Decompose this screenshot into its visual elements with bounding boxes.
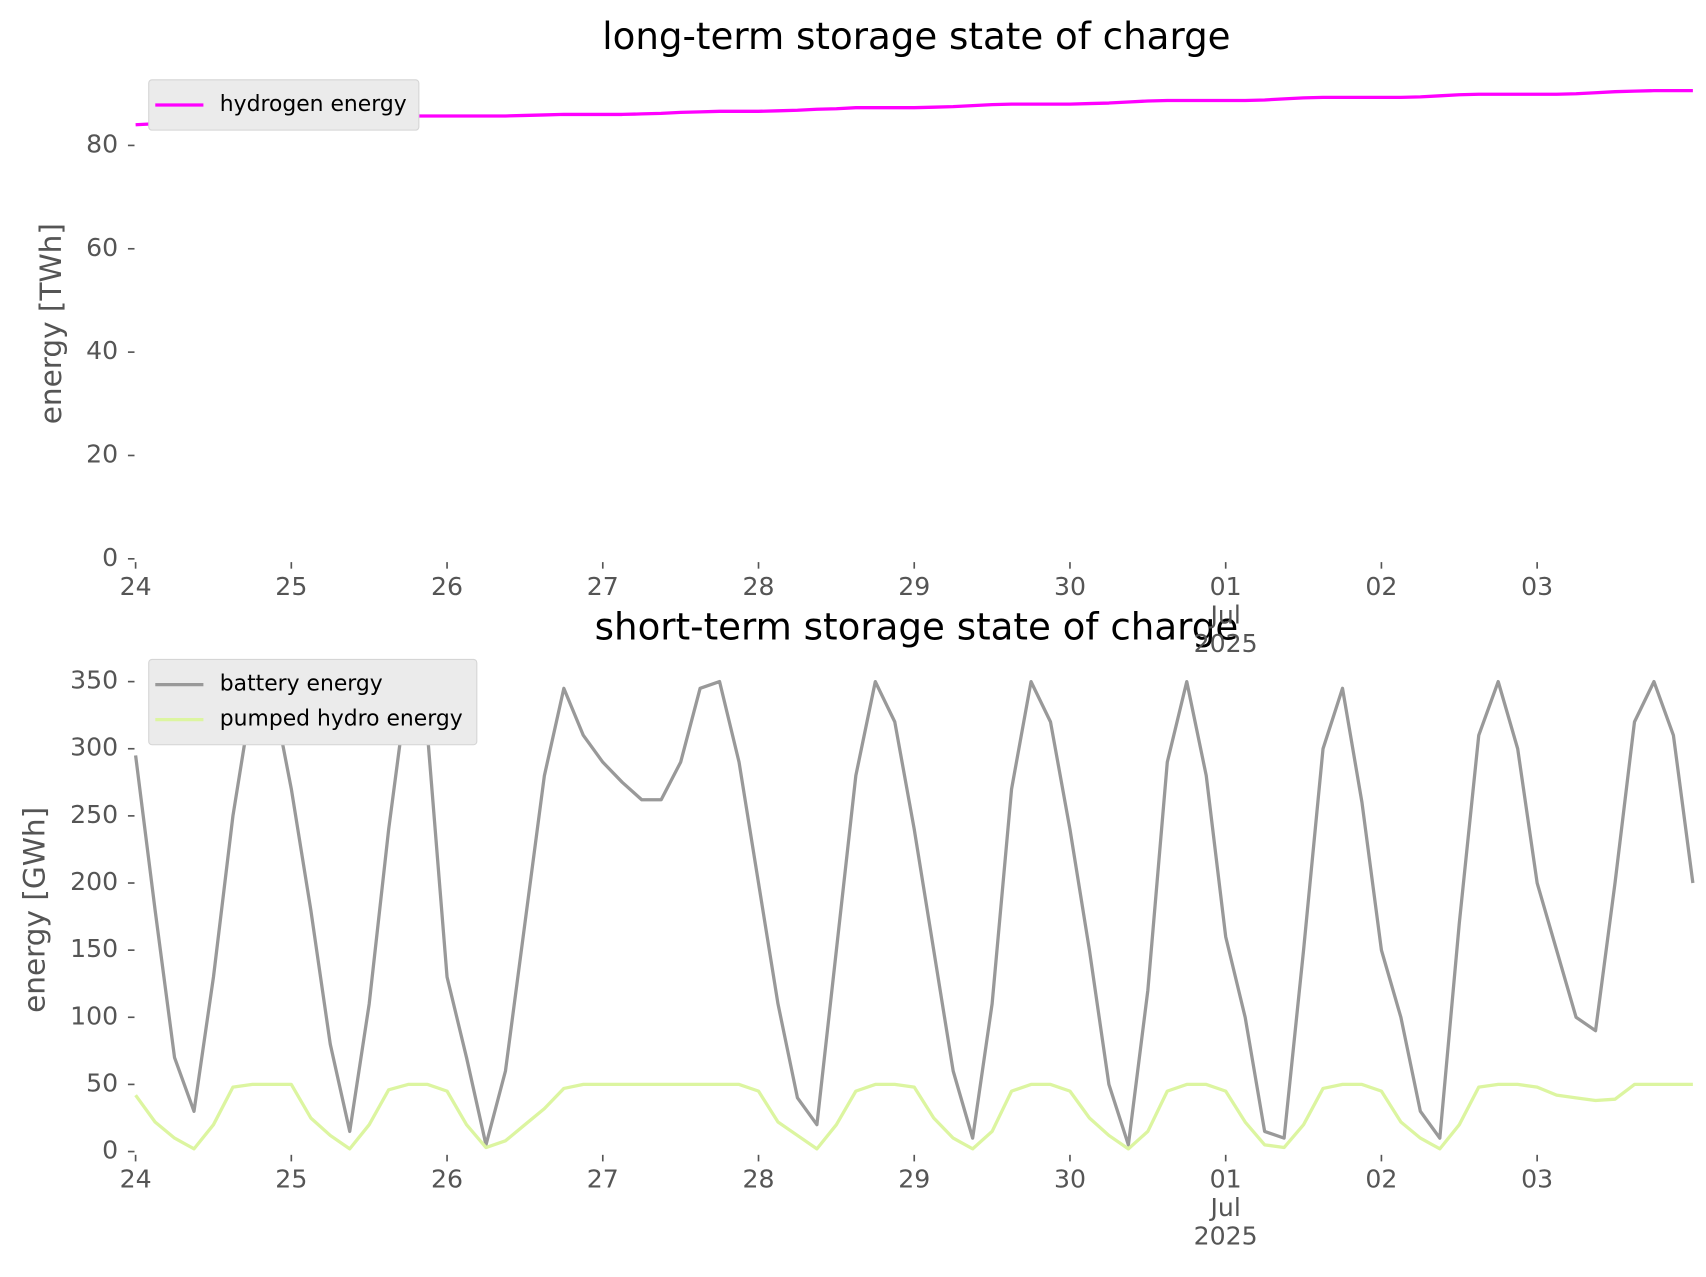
legend-label: hydrogen energy	[220, 92, 407, 117]
y-tick-label: 20	[86, 439, 118, 468]
y-tick-label: 150	[70, 934, 118, 963]
legend-label: battery energy	[220, 672, 383, 697]
y-axis-label: energy [TWh]	[34, 223, 68, 424]
y-tick-label: 300	[70, 733, 118, 762]
y-tick-label: 200	[70, 867, 118, 896]
x-tick-label: 30	[1053, 573, 1086, 602]
x-tick-label: 02	[1365, 1165, 1398, 1195]
x-tick-label: 01 Jul 2025	[1193, 573, 1258, 659]
x-tick-label: 02	[1365, 573, 1398, 602]
y-tick-label: 80	[86, 129, 118, 158]
x-tick-label: 27	[586, 573, 619, 602]
y-tick-label: 100	[70, 1001, 118, 1030]
x-tick-label: 30	[1053, 1165, 1086, 1195]
y-tick-label: 350	[70, 666, 118, 695]
x-tick-label: 01 Jul 2025	[1193, 1165, 1258, 1252]
series-line	[133, 679, 1695, 1147]
y-tick-label: 0	[102, 1136, 118, 1165]
series-line	[134, 1082, 1693, 1151]
x-tick-label: 24	[119, 1165, 152, 1195]
y-tick-label: 60	[86, 233, 118, 262]
x-tick-label: 26	[431, 573, 464, 602]
y-tick-label: 0	[102, 543, 118, 572]
y-axis-label: energy [GWh]	[18, 807, 52, 1013]
legend-box	[148, 658, 478, 746]
legend-label: pumped hydro energy	[220, 707, 463, 732]
x-tick-label: 03	[1521, 1165, 1554, 1195]
x-tick-label: 27	[586, 1165, 619, 1195]
x-tick-label: 29	[898, 1165, 931, 1195]
chart-title: long-term storage state of charge	[602, 14, 1230, 58]
x-tick-label: 25	[275, 1165, 308, 1195]
x-tick-label: 03	[1521, 573, 1554, 602]
y-tick-label: 50	[86, 1068, 118, 1097]
x-tick-label: 24	[119, 573, 152, 602]
chart-title: short-term storage state of charge	[595, 604, 1239, 648]
x-tick-label: 26	[431, 1165, 464, 1195]
legend-box	[148, 79, 420, 131]
x-tick-label: 25	[275, 573, 308, 602]
x-tick-label: 29	[898, 573, 931, 602]
y-tick-label: 250	[70, 800, 118, 829]
x-tick-label: 28	[742, 573, 775, 602]
y-tick-label: 40	[86, 336, 118, 365]
x-tick-label: 28	[742, 1165, 775, 1195]
